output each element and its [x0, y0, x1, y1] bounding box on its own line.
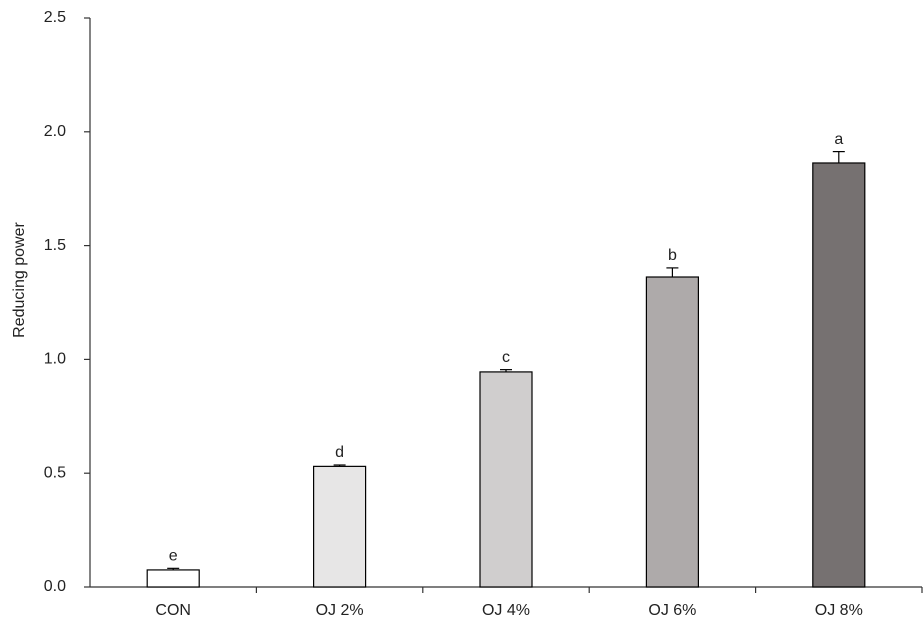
bar — [479, 371, 533, 588]
significance-letter: e — [169, 548, 178, 565]
error-bar — [333, 464, 346, 467]
y-tick-label: 0.5 — [44, 464, 66, 481]
x-tick-label: OJ 6% — [648, 602, 696, 619]
error-bar — [500, 369, 512, 372]
significance-letter: a — [834, 131, 843, 148]
bar — [313, 465, 367, 588]
error-bar — [666, 267, 679, 278]
x-tick-label: OJ 4% — [482, 602, 530, 619]
significance-letter: c — [502, 349, 510, 366]
y-axis-label: Reducing power — [11, 222, 28, 338]
y-tick-label: 1.0 — [44, 351, 66, 368]
significance-letter: b — [668, 247, 677, 264]
bar — [812, 162, 866, 588]
x-tick-label: CON — [155, 602, 191, 619]
bar — [146, 569, 200, 588]
significance-letter: d — [335, 444, 344, 461]
bar — [645, 276, 700, 588]
x-tick-label: OJ 8% — [815, 602, 863, 619]
y-tick-label: 2.0 — [44, 123, 66, 140]
error-bar — [167, 567, 180, 570]
x-tick-label: OJ 2% — [316, 602, 364, 619]
y-tick-label: 2.5 — [44, 9, 66, 26]
error-bar — [832, 151, 845, 163]
y-tick-label: 1.5 — [44, 237, 66, 254]
y-tick-label: 0.0 — [44, 578, 66, 595]
